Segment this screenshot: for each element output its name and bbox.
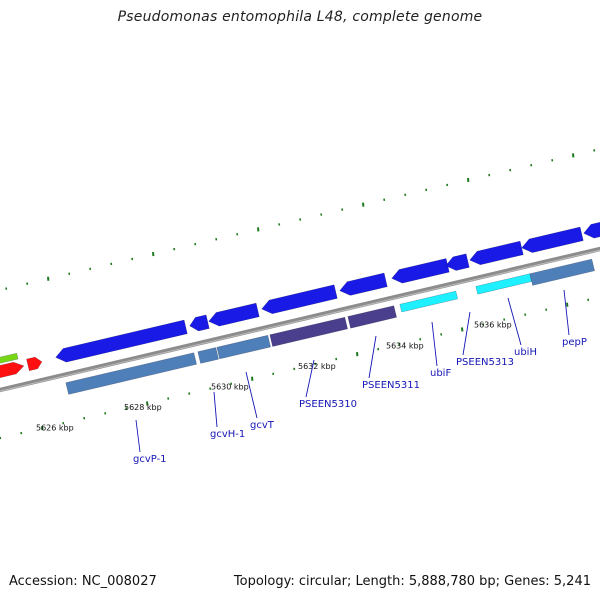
accession-text: Accession: NC_008027 (9, 574, 157, 589)
cds-arrow-gcvT (208, 302, 260, 327)
label-leader-line (563, 289, 570, 336)
gene-label[interactable]: PSEEN5311 (362, 380, 420, 391)
cds-arrow-pepP (521, 226, 584, 253)
gene-label[interactable]: PSEEN5313 (456, 357, 514, 368)
gene-label[interactable]: pepP (562, 337, 587, 348)
cds-bar-PSEEN5310 (269, 316, 348, 347)
cds-arrow-ubiH (469, 240, 524, 266)
backbone-line (0, 246, 600, 393)
label-leader-line (431, 321, 438, 367)
label-leader-line (213, 391, 218, 428)
cds-arrow-red-left (0, 361, 25, 378)
label-leader-line (507, 297, 522, 346)
topology-text: Topology: circular; Length: 5,888,780 bp… (233, 574, 591, 589)
scale-tick-label: 5630 kbp (211, 382, 249, 391)
genome-backbone (0, 246, 600, 393)
cds-bar-gcvH-1 (197, 347, 219, 364)
label-leader-line (305, 359, 315, 398)
cds-arrow-ubiF (391, 258, 450, 284)
cds-arrow-PSEEN5310 (261, 284, 338, 314)
scale-dots (0, 149, 596, 440)
cds-arrow-red-small (26, 356, 43, 372)
cds-bar-PSEEN5311 (347, 305, 397, 329)
scale-tick-label: 5626 kbp (36, 424, 74, 433)
scale-tick-label: 5628 kbp (124, 403, 162, 412)
gene-features (0, 222, 600, 395)
cds-arrow-PSEEN5313 (445, 253, 470, 271)
cds-bar-gcvT (216, 334, 271, 360)
cds-bar-pepP (529, 258, 595, 286)
cds-bar-gcvP-1 (65, 352, 197, 395)
cds-arrow-gcvP-1 (55, 319, 188, 363)
gene-label[interactable]: gcvP-1 (133, 454, 167, 465)
gene-label[interactable]: ubiH (514, 347, 537, 358)
label-leader-line (245, 371, 258, 419)
scale-tick-label: 5634 kbp (386, 341, 424, 350)
label-leader-line (462, 311, 471, 356)
gene-label[interactable]: ubiF (430, 368, 451, 379)
cds-arrow-gcvH-1 (189, 314, 210, 332)
gene-labels: gcvP-1 gcvH-1 gcvT PSEEN5310 PSEEN5311 ubiF PS… (133, 289, 587, 465)
scale-ticks: 5626 kbp 5628 kbp 5630 kbp 5632 kbp 5634 kbp… (36, 321, 512, 433)
backbone-highlight (0, 249, 600, 392)
scale-tick-label: 5636 kbp (474, 321, 512, 330)
gene-label[interactable]: gcvT (250, 420, 275, 431)
gene-label[interactable]: PSEEN5310 (299, 399, 357, 410)
cds-arrow-green-left (0, 352, 19, 364)
gene-label[interactable]: gcvH-1 (210, 429, 245, 440)
label-leader-line (135, 419, 141, 453)
page-title: Pseudomonas entomophila L48, complete ge… (117, 9, 483, 25)
label-leader-line (368, 335, 377, 379)
cds-arrow-PSEEN5311 (339, 272, 388, 296)
cds-bar-ubiF (399, 290, 459, 313)
cds-arrow-next (583, 222, 600, 239)
scale-tick-label: 5632 kbp (298, 362, 336, 371)
